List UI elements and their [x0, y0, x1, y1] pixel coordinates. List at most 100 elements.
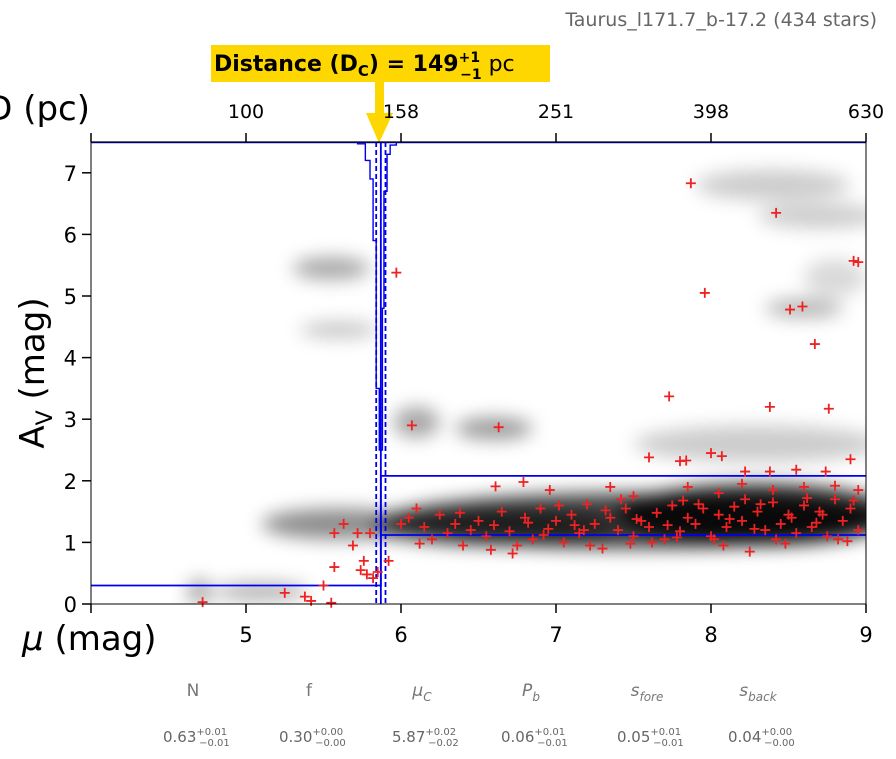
star-point-134: [755, 499, 766, 510]
star-point-33: [681, 455, 692, 466]
star-point-76: [566, 509, 577, 520]
top-tick-label-2: 251: [538, 101, 574, 123]
star-point-51: [830, 480, 840, 491]
star-point-93: [698, 503, 709, 514]
star-point-14: [372, 566, 383, 577]
star-point-37: [764, 466, 775, 477]
star-point-69: [512, 540, 523, 551]
param-name-0: N: [187, 681, 200, 701]
star-point-95: [713, 509, 724, 520]
parameter-table: N 0.63+0.01 −0.01 f 0.30+0.00 −0.00 μC 5.87+0.0…: [163, 681, 795, 749]
star-point-106: [799, 500, 809, 511]
density-blob-8: [393, 406, 440, 438]
y-tick-label-2: 2: [64, 470, 77, 494]
star-point-56: [411, 503, 422, 514]
star-point-18: [406, 420, 417, 431]
y-tick-label-1: 1: [64, 531, 77, 555]
star-point-144: [749, 523, 760, 534]
star-point-22: [699, 287, 710, 298]
star-point-117: [523, 517, 534, 528]
star-point-107: [806, 522, 817, 532]
param-name-1: f: [306, 681, 313, 701]
star-point-145: [780, 538, 791, 549]
star-point-30: [853, 257, 864, 268]
star-point-122: [678, 495, 689, 506]
x-tick-label-0: 5: [239, 623, 252, 647]
star-point-143: [718, 540, 729, 551]
param-name-2: μC: [411, 681, 432, 704]
distance-label-text: Distance (DC) = 149+1 −1 pc: [214, 50, 515, 83]
star-point-130: [631, 513, 642, 524]
star-point-67: [496, 506, 507, 517]
star-point-72: [535, 503, 546, 514]
density-blob-13: [633, 425, 866, 463]
star-point-137: [848, 495, 859, 506]
star-point-52: [853, 485, 864, 496]
star-point-48: [737, 478, 747, 489]
star-point-99: [744, 546, 755, 557]
star-point-140: [578, 525, 589, 536]
star-point-10: [329, 528, 340, 539]
density-blob-10: [695, 169, 851, 201]
star-point-103: [775, 518, 786, 529]
star-point-47: [713, 488, 724, 499]
star-point-36: [740, 466, 751, 477]
y-tick-label-4: 4: [64, 347, 77, 371]
star-point-96: [721, 522, 732, 532]
y-tick-label-5: 5: [64, 285, 77, 309]
distance-arrow: [366, 82, 393, 143]
star-point-97: [729, 501, 740, 512]
star-point-65: [481, 531, 492, 542]
star-point-136: [817, 509, 828, 520]
star-point-13: [368, 573, 379, 584]
star-point-71: [527, 534, 538, 545]
star-point-121: [647, 537, 658, 548]
star-point-111: [837, 515, 848, 526]
y-tick-label-6: 6: [64, 223, 77, 247]
star-point-88: [659, 534, 670, 545]
star-point-138: [507, 548, 518, 559]
param-name-4: sfore: [631, 681, 664, 704]
star-point-125: [771, 534, 782, 545]
top-tick-label-3: 398: [693, 101, 729, 123]
star-point-1: [279, 587, 290, 598]
star-point-59: [434, 509, 445, 520]
star-point-116: [485, 544, 496, 555]
star-point-120: [616, 494, 627, 505]
star-point-146: [811, 517, 822, 528]
star-point-54: [396, 518, 406, 529]
star-point-40: [845, 454, 856, 465]
star-point-7: [338, 518, 349, 529]
star-markers: [197, 178, 864, 608]
star-point-60: [442, 528, 453, 539]
star-point-12: [361, 569, 372, 580]
star-point-124: [740, 494, 751, 505]
star-point-128: [569, 520, 580, 531]
star-point-147: [842, 536, 853, 547]
param-name-3: Pb: [522, 681, 540, 704]
density-blob-7: [300, 322, 378, 338]
y-axis: 0 1 2 3 4 5 6 7: [64, 162, 91, 617]
star-point-110: [830, 494, 840, 505]
star-point-85: [636, 515, 647, 526]
top-axis: 100 158 251 398 630: [90, 101, 884, 142]
region-title: Taurus_l171.7_b-17.2 (434 stars): [564, 9, 877, 31]
star-point-45: [628, 491, 639, 502]
star-point-42: [518, 477, 529, 488]
star-point-43: [544, 485, 555, 496]
x-tick-label-1: 6: [394, 623, 407, 647]
star-point-74: [551, 515, 561, 526]
star-point-129: [600, 505, 611, 516]
star-point-119: [585, 540, 596, 551]
star-point-39: [820, 466, 831, 477]
star-point-84: [628, 531, 639, 542]
star-point-66: [489, 520, 499, 531]
star-point-92: [690, 518, 701, 529]
star-point-132: [693, 499, 704, 510]
star-point-49: [768, 485, 778, 496]
density-blob-9: [455, 417, 533, 440]
x-axis-title: μ (mag): [21, 619, 157, 659]
star-point-15: [358, 555, 369, 566]
density-map: [187, 169, 866, 604]
star-point-6: [329, 562, 340, 573]
